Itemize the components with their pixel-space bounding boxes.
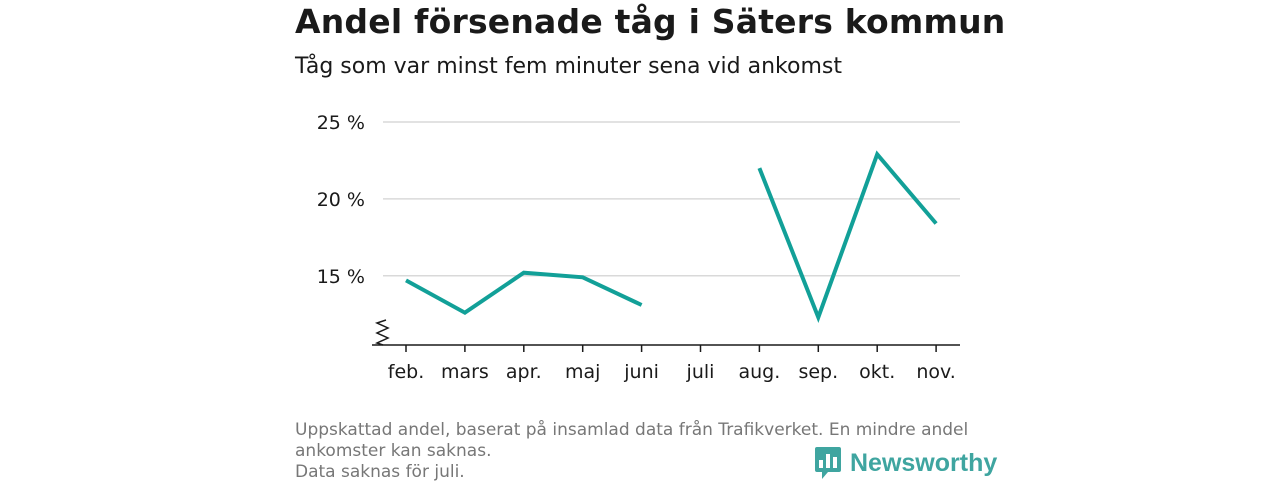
bar-chart-speech-bubble-icon [815,447,841,479]
footnote-line: Data saknas för juli. [295,462,465,482]
x-tick-label: apr. [506,361,542,383]
y-axis-tick-labels: 15 % 20 % 25 % [317,112,365,288]
footnote-line: Uppskattad andel, baserat på insamlad da… [295,420,969,440]
x-tick-label: mars [441,361,489,383]
y-tick-label: 25 % [317,112,365,134]
x-tick-label: nov. [916,361,955,383]
y-tick-label: 15 % [317,266,365,288]
x-tick-label: maj [565,361,600,383]
x-tick-label: okt. [859,361,895,383]
y-tick-label: 20 % [317,189,365,211]
line-chart: 15 % 20 % 25 % feb. mars apr. maj juni juli aug.… [317,112,960,383]
grid-lines [383,121,960,277]
axis-break-icon [374,319,390,346]
series-line [405,270,643,316]
x-tick-label: sep. [798,361,838,383]
chart-title: Andel försenade tåg i Säters kommun [295,2,1006,41]
series-lines [405,150,938,323]
footnote: Uppskattad andel, baserat på insamlad da… [295,420,995,483]
x-tick-label: feb. [388,361,424,383]
brand-name: Newsworthy [850,449,998,477]
brand-logo: Newsworthy [814,446,997,480]
x-tick-label: aug. [739,361,781,383]
series-line [757,150,938,323]
x-tick-label: juni [623,361,659,383]
chart-subtitle: Tåg som var minst fem minuter sena vid a… [295,54,842,79]
footnote-line: ankomster kan saknas. [295,441,492,461]
x-tick-label: juli [686,361,715,383]
x-axis [372,319,960,352]
x-axis-tick-labels: feb. mars apr. maj juni juli aug. sep. okt. nov. [388,361,956,383]
